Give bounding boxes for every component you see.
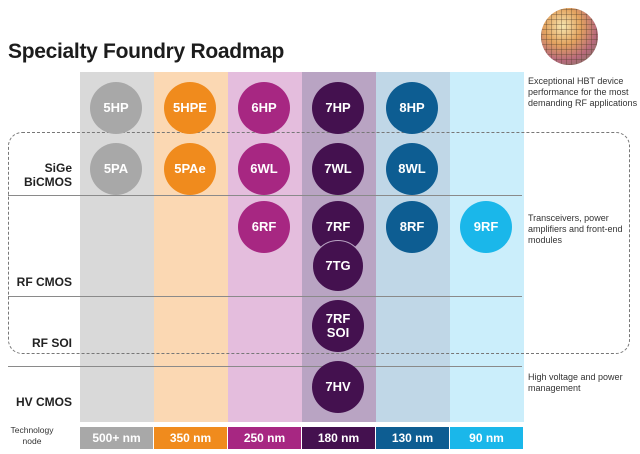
row-label-rf-cmos: RF CMOS xyxy=(16,275,72,289)
separator-2 xyxy=(8,296,522,297)
bubble-8wl: 8WL xyxy=(386,143,438,195)
node-500nm: 500+ nm xyxy=(80,427,153,449)
wafer-image xyxy=(541,8,598,65)
bubble-5pae: 5PAe xyxy=(164,143,216,195)
bubble-8hp: 8HP xyxy=(386,82,438,134)
note-high-voltage: High voltage and power management xyxy=(528,372,623,393)
bubble-6rf: 6RF xyxy=(238,201,290,253)
node-350nm: 350 nm xyxy=(154,427,227,449)
node-130nm: 130 nm xyxy=(376,427,449,449)
row-label-sige-bicmos: SiGe BiCMOS xyxy=(24,161,72,189)
separator-1 xyxy=(8,195,522,196)
technology-node-label: Technology node xyxy=(10,425,54,446)
node-250nm: 250 nm xyxy=(228,427,301,449)
bubble-5pa: 5PA xyxy=(90,143,142,195)
bubble-7rf-soi: 7RF SOI xyxy=(312,300,364,352)
separator-3 xyxy=(8,366,522,367)
row-label-hv-cmos: HV CMOS xyxy=(15,395,72,409)
bubble-7hv: 7HV xyxy=(312,361,364,413)
bubble-6hp: 6HP xyxy=(238,82,290,134)
bubble-7hp: 7HP xyxy=(312,82,364,134)
page-title: Specialty Foundry Roadmap xyxy=(8,40,285,63)
bubble-5hpe: 5HPE xyxy=(164,82,216,134)
dashed-group-box xyxy=(8,132,630,354)
note-transceivers: Transceivers, power amplifiers and front… xyxy=(528,213,623,245)
row-label-rf-soi: RF SOI xyxy=(31,336,72,350)
bubble-7wl: 7WL xyxy=(312,143,364,195)
bubble-8rf: 8RF xyxy=(386,201,438,253)
note-hbt: Exceptional HBT device performance for t… xyxy=(528,76,638,108)
bubble-9rf: 9RF xyxy=(460,201,512,253)
node-180nm: 180 nm xyxy=(302,427,375,449)
bubble-7tg: 7TG xyxy=(312,240,364,292)
bubble-6wl: 6WL xyxy=(238,143,290,195)
bubble-5hp: 5HP xyxy=(90,82,142,134)
node-90nm: 90 nm xyxy=(450,427,523,449)
